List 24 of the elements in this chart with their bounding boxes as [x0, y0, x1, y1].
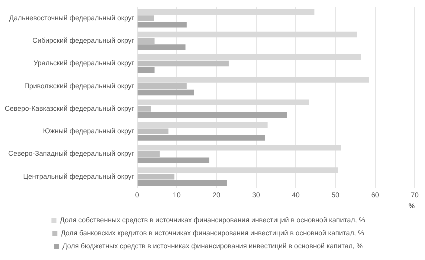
bar — [138, 32, 358, 38]
bar — [138, 128, 169, 135]
bar — [138, 60, 229, 67]
bar — [138, 144, 342, 151]
bar — [138, 9, 315, 15]
bar — [138, 151, 160, 158]
bar — [138, 77, 370, 83]
bar — [138, 158, 210, 164]
bar — [138, 22, 187, 28]
bar — [138, 84, 187, 90]
bar — [138, 16, 154, 22]
bar — [138, 100, 310, 106]
bar — [138, 38, 155, 44]
bar — [138, 122, 268, 128]
bar — [138, 106, 152, 112]
bar — [138, 90, 194, 96]
bar — [138, 112, 288, 118]
bar — [138, 67, 155, 74]
bar — [138, 44, 186, 50]
bar — [138, 54, 362, 60]
bar — [138, 135, 266, 141]
bar — [138, 168, 338, 174]
bar — [138, 180, 227, 186]
bar — [138, 174, 175, 180]
